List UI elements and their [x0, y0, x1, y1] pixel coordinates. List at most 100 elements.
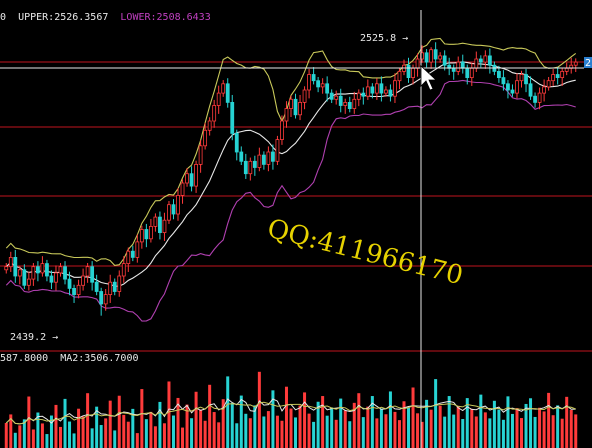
volume-bar [18, 425, 22, 448]
volume-bar [63, 398, 67, 448]
candle-body [158, 216, 162, 234]
volume-bar [239, 395, 243, 448]
volume-bar [226, 376, 230, 448]
candle-body [126, 250, 131, 264]
volume-bar [352, 402, 356, 448]
volume-bar [248, 418, 252, 448]
volume-bar [122, 414, 126, 448]
volume-bar [280, 420, 284, 448]
volume-bar [45, 434, 49, 448]
candle-body [207, 120, 212, 131]
candle-body [225, 83, 230, 103]
volume-bar [307, 413, 311, 448]
volume-bar [510, 413, 514, 448]
volume-ma2-line [5, 401, 576, 425]
candle-body [320, 83, 325, 88]
candle-body [252, 160, 257, 168]
volume-bar [230, 402, 234, 448]
volume-bar [140, 389, 144, 448]
volume-bar [565, 396, 569, 448]
low-price-label: 2439.2 → [10, 332, 58, 343]
volume-bar [312, 421, 316, 448]
volume-bar [533, 416, 537, 448]
volume-bar [190, 418, 194, 448]
candle-body [108, 281, 113, 296]
upper-band-line [5, 37, 577, 266]
candle-body [85, 266, 90, 277]
volume-bar [58, 426, 62, 448]
candle-body [171, 204, 176, 215]
volume-bar [99, 425, 103, 448]
volume-bar [144, 419, 148, 448]
candle-body [94, 281, 99, 292]
candle-body [271, 151, 275, 162]
candle-body [139, 229, 144, 243]
candle-body [280, 120, 284, 141]
volume-bar [416, 413, 420, 448]
volume-bar [425, 399, 429, 448]
volume-bar [366, 406, 370, 448]
candle-body [384, 89, 388, 94]
candle-body [40, 263, 45, 274]
candle-body [487, 55, 492, 66]
volume-bar [126, 421, 130, 448]
candle-body [465, 67, 470, 79]
volume-bar [262, 416, 266, 448]
candle-body [456, 61, 461, 72]
candle-body [302, 89, 307, 103]
candle-body [460, 61, 465, 69]
volume-bar [176, 397, 180, 448]
candle-body [361, 92, 366, 97]
volume-bar [375, 418, 379, 448]
volume-bars [4, 371, 578, 448]
candle-body [185, 173, 189, 184]
candle-body [307, 74, 311, 91]
volume-bar [524, 403, 528, 448]
volume-bar [361, 417, 365, 448]
candle-body [519, 74, 524, 82]
volume-bar [31, 429, 35, 448]
volume-bar [348, 421, 352, 448]
volume-ma-lines [5, 398, 576, 425]
volume-bar [257, 371, 261, 448]
candle-body [555, 74, 560, 78]
volume-bar [542, 411, 546, 448]
candle-body [13, 256, 18, 277]
candle-body [257, 154, 262, 168]
candle-body [26, 278, 31, 286]
price-tag-label: 2 [585, 58, 591, 69]
candle-body [483, 55, 488, 63]
candle-body [67, 278, 72, 289]
candle-body [180, 182, 185, 196]
candle-body [478, 58, 483, 63]
volume-bar [456, 406, 460, 448]
candle-body [515, 80, 519, 94]
candle-body [248, 160, 253, 175]
candle-body [103, 294, 108, 305]
candle-body [49, 275, 54, 283]
qq-watermark: QQ:411966170 [264, 214, 466, 292]
candle-body [239, 151, 244, 162]
candle-body [22, 269, 27, 286]
candle-body [347, 102, 352, 110]
candle-body [8, 256, 13, 268]
volume-bar [321, 396, 325, 448]
candle-body [393, 80, 397, 97]
volume-bar [492, 400, 496, 448]
candle-body [17, 269, 22, 277]
candle-body [167, 204, 171, 221]
candle-body [31, 266, 36, 280]
volume-bar [72, 433, 76, 448]
candle-body [406, 64, 411, 78]
price-grid [0, 61, 592, 352]
volume-bar [54, 404, 58, 448]
volume-bar [217, 422, 221, 448]
volume-bar [316, 401, 320, 448]
candle-body [198, 145, 203, 165]
volume-bar [199, 409, 203, 448]
volume-bar [325, 415, 329, 448]
volume-bar [397, 420, 401, 448]
candle-body [284, 108, 289, 122]
candle-body [266, 151, 271, 165]
volume-bar [86, 393, 90, 448]
